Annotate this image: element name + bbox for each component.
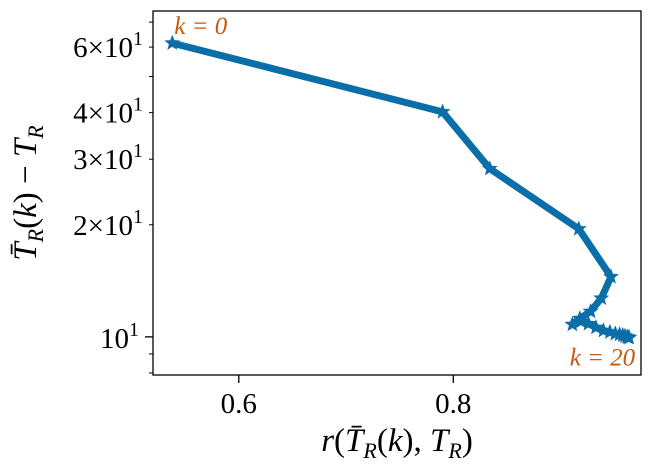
data-point-star [481,160,498,176]
data-point-star [164,34,181,50]
annotations: k = 0 k = 20 [174,13,635,372]
data-series [164,34,638,345]
data-point-star [434,103,451,119]
y-tick-label: 3×101 [73,140,143,176]
y-tick-label: 4×101 [73,94,143,130]
data-point-star [593,289,610,306]
y-axis: 101 2×101 3×101 4×101 6×101 [73,21,153,374]
data-point-star [572,313,589,329]
y-tick-label: 101 [100,319,139,355]
data-point-star [602,268,619,284]
x-axis-label: r(T̄R(k), TR) [321,423,473,463]
data-point-star [570,220,587,236]
annotation-k20: k = 20 [570,345,636,372]
annotation-k0: k = 0 [174,13,227,40]
plot-area [152,10,642,376]
x-tick-label: 0.6 [221,388,257,420]
y-tick-label: 2×101 [73,206,143,242]
data-point-star [587,319,604,335]
data-point-star [582,303,599,319]
x-tick-label: 0.8 [435,388,471,420]
data-point-star [621,329,638,345]
data-point-star [580,315,597,331]
x-axis: 0.6 0.8 [221,375,471,420]
y-axis-label: T̄R(k) − TR [8,125,48,261]
y-tick-label: 6×101 [73,28,143,64]
plot-frame [152,10,642,376]
